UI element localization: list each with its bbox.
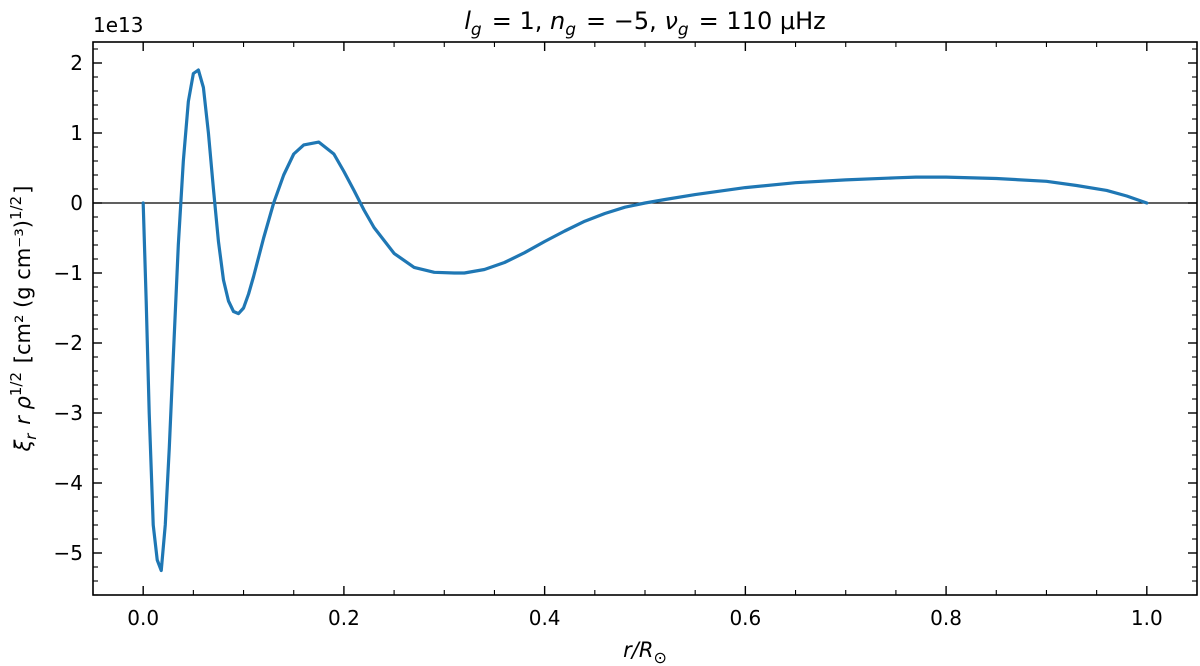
y-tick-label: −5 [54, 541, 83, 565]
y-tick-label: −2 [54, 331, 83, 355]
y-tick-label: −4 [54, 471, 83, 495]
chart-title-text: lg = 1, ng = −5, νg = 110 μHz [464, 7, 826, 40]
x-tick-label: 0.8 [930, 606, 962, 630]
x-tick-label: 0.2 [328, 606, 360, 630]
y-tick-label: 2 [70, 51, 83, 75]
x-axis-label-text: r/R⊙ [623, 638, 667, 666]
plot-area [93, 68, 1197, 573]
y-tick-label: −1 [54, 261, 83, 285]
y-tick-label: 0 [70, 191, 83, 215]
y-axis-label-text: ξr r ρ1/2 [cm² (g cm⁻³)1/2 ] [7, 186, 40, 453]
y-axis-label: ξr r ρ1/2 [cm² (g cm⁻³)1/2 ] [7, 186, 40, 453]
axis-ticks: 0.0 0.2 0.4 0.6 0.8 1.0 −5 −4 −3 −2 −1 0 1 2 [54, 41, 1198, 630]
series-line-0 [141, 68, 1149, 573]
x-tick-label: 0.6 [729, 606, 761, 630]
x-tick-label: 0.0 [127, 606, 159, 630]
x-tick-label: 1.0 [1131, 606, 1163, 630]
y-tick-label: −3 [54, 401, 83, 425]
x-tick-label: 0.4 [529, 606, 561, 630]
x-axis-label: r/R⊙ [623, 638, 667, 666]
y-tick-label: 1 [70, 121, 83, 145]
y-offset-text: 1e13 [93, 13, 143, 37]
axes-frame [92, 41, 1198, 596]
chart-title: lg = 1, ng = −5, νg = 110 μHz [464, 7, 826, 40]
